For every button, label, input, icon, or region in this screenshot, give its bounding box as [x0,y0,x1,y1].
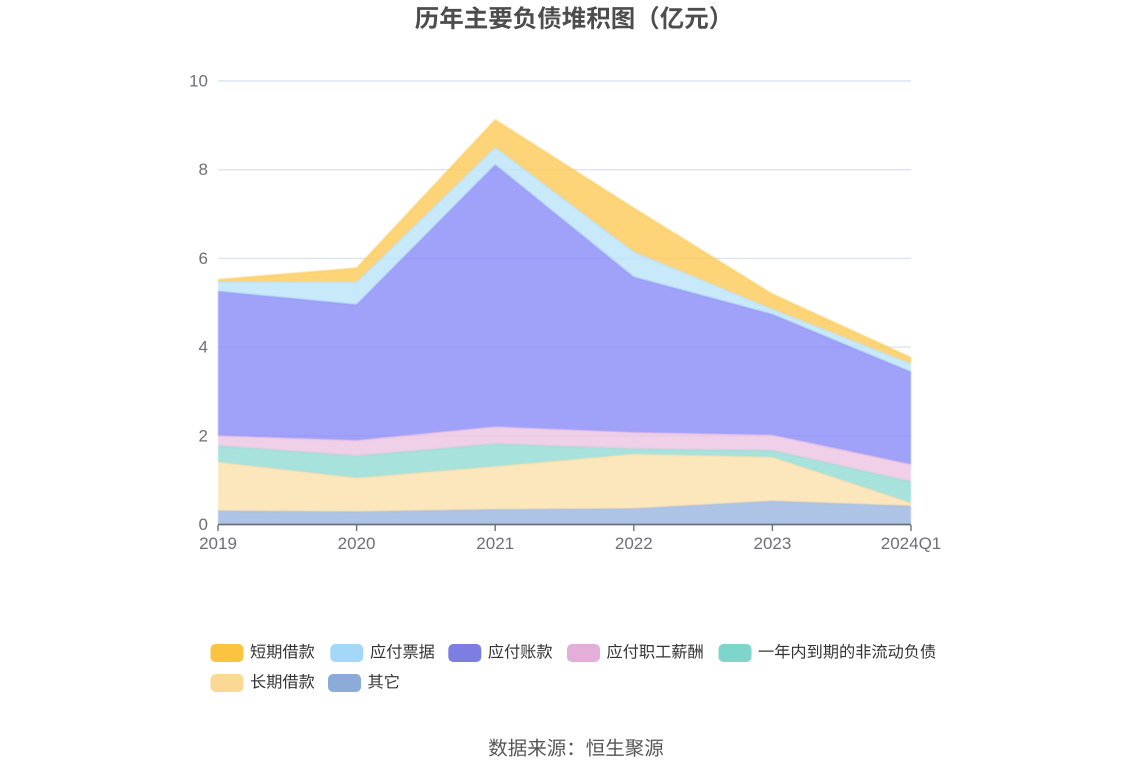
svg-text:0: 0 [199,515,208,534]
svg-text:2022: 2022 [615,534,653,553]
svg-text:2019: 2019 [199,534,237,553]
svg-text:2: 2 [199,426,208,445]
svg-text:4: 4 [199,338,208,357]
svg-text:2023: 2023 [753,534,791,553]
svg-text:10: 10 [189,72,208,91]
svg-text:2024Q1: 2024Q1 [881,534,942,553]
svg-text:6: 6 [199,249,208,268]
svg-text:2020: 2020 [338,534,376,553]
svg-text:2021: 2021 [476,534,514,553]
svg-text:8: 8 [199,160,208,179]
